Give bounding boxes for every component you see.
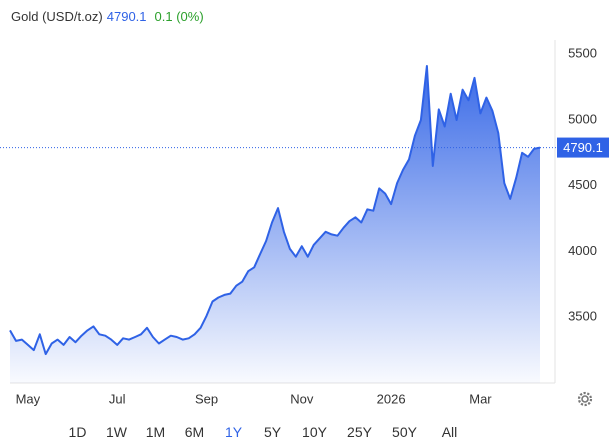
line <box>9 65 541 356</box>
x-tick-label: Nov <box>290 391 314 406</box>
y-tick-label: 5500 <box>568 46 597 61</box>
settings-icon[interactable] <box>577 391 593 407</box>
range-button[interactable]: 25Y <box>347 424 372 440</box>
x-tick-label: May <box>16 391 41 406</box>
area <box>10 66 540 383</box>
range-button[interactable]: 5Y <box>263 424 282 440</box>
range-button[interactable]: 10Y <box>302 424 327 440</box>
price: 4790.1 <box>106 9 147 24</box>
chart: 3500 4000 4500 5000 5500 May Jul Sep Nov 2026 Mar 4… <box>0 40 609 407</box>
title: Gold (USD/t.oz) <box>11 9 103 24</box>
x-tick-label: Mar <box>469 391 492 406</box>
range-button[interactable]: 1W <box>106 424 127 440</box>
range-buttons: 1D 1W 1M 6M 1Y 5Y 10Y 25Y 50Y All <box>58 421 472 443</box>
y-tick-label: 4500 <box>568 177 597 192</box>
range-button[interactable]: 1D <box>68 424 87 440</box>
range-button[interactable]: 50Y <box>392 424 417 440</box>
x-tick-label: Jul <box>109 391 126 406</box>
range-button[interactable]: 1Y <box>224 424 243 440</box>
y-tick-label: 5000 <box>568 111 597 126</box>
header: Gold (USD/t.oz) 4790.1 0.1 (0%) <box>11 9 204 24</box>
change: 0.1 (0%) <box>154 9 204 24</box>
x-tick-label: 2026 <box>377 391 406 406</box>
range-button[interactable]: All <box>441 424 458 440</box>
range-button[interactable]: 1M <box>145 424 166 440</box>
last-price-badge <box>557 137 609 158</box>
y-tick-label: 3500 <box>568 309 597 324</box>
x-tick-label: Sep <box>195 391 218 406</box>
range-button[interactable]: 6M <box>184 424 205 440</box>
last-price-label: 4790.1 <box>563 140 603 155</box>
y-tick-label: 4000 <box>568 243 597 258</box>
